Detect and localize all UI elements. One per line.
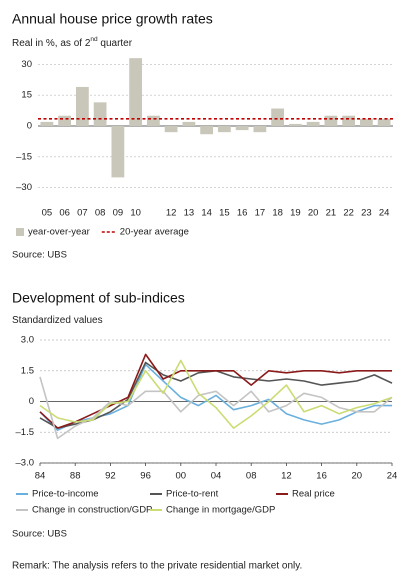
x-tick-label: 08: [95, 208, 106, 219]
legend-label: year-over-year: [28, 227, 90, 238]
x-tick-label: 16: [316, 471, 327, 482]
bar: [200, 126, 214, 135]
x-tick-label: 19: [290, 208, 301, 219]
chart-title: Annual house price growth rates: [12, 11, 213, 27]
subtitle-part: nd: [90, 36, 98, 43]
series-line: [39, 359, 393, 429]
source: Source: UBS: [12, 250, 67, 261]
x-tick-label: 13: [184, 208, 195, 219]
x-tick-label: 88: [70, 471, 81, 482]
x-tick-label: 20: [308, 208, 319, 219]
remark: Remark: The analysis refers to the priva…: [12, 561, 302, 572]
y-tick-label: –15: [16, 151, 32, 162]
x-tick-label: 15: [219, 208, 230, 219]
x-tick-label: 24: [379, 208, 390, 219]
y-tick-label: –1.5: [16, 427, 35, 438]
y-tick-label: 0: [27, 121, 32, 132]
x-tick-label: 14: [201, 208, 212, 219]
x-tick-label: 05: [42, 208, 53, 219]
x-tick-label: 04: [211, 471, 222, 482]
bar: [58, 115, 72, 126]
x-tick-label: 09: [113, 208, 124, 219]
bar: [306, 121, 320, 126]
bar: [129, 58, 143, 126]
x-tick-label: 16: [237, 208, 248, 219]
x-tick-label: 12: [166, 208, 177, 219]
bar: [40, 121, 54, 126]
source: Source: UBS: [12, 529, 67, 540]
subtitle-part: Standardized values: [12, 315, 103, 326]
bar: [182, 121, 196, 126]
legend-label: Price-to-income: [32, 489, 99, 500]
bar: [359, 118, 373, 126]
bar: [324, 115, 338, 126]
bar: [164, 126, 178, 133]
y-tick-label: 0: [29, 396, 34, 407]
legend-label: Price-to-rent: [166, 489, 219, 500]
series-line: [39, 376, 393, 440]
x-tick-label: 23: [361, 208, 372, 219]
bar: [75, 86, 89, 126]
y-tick-label: 30: [21, 59, 32, 70]
chart-title: Development of sub-indices: [12, 290, 185, 306]
legend-label: 20-year average: [120, 227, 189, 238]
x-tick-label: 00: [176, 471, 187, 482]
bar: [342, 115, 356, 126]
x-tick-label: 84: [35, 471, 46, 482]
bar: [146, 115, 160, 126]
bar: [253, 126, 267, 133]
x-tick-label: 10: [130, 208, 141, 219]
x-tick-label: 96: [140, 471, 151, 482]
bar: [271, 108, 285, 126]
legend-label: Change in mortgage/GDP: [166, 505, 275, 516]
legend-label: Change in construction/GDP: [32, 505, 152, 516]
subtitle-part: Real in %, as of 2: [12, 38, 91, 49]
bar: [111, 126, 125, 178]
x-tick-label: 08: [246, 471, 257, 482]
x-tick-label: 17: [255, 208, 266, 219]
x-tick-label: 22: [343, 208, 354, 219]
series-line: [39, 353, 392, 429]
bar: [288, 123, 302, 126]
x-tick-label: 07: [77, 208, 88, 219]
y-tick-label: 1.5: [21, 365, 34, 376]
x-tick-label: 06: [59, 208, 70, 219]
bar: [377, 118, 391, 126]
x-tick-label: 20: [352, 471, 363, 482]
y-tick-label: –3.0: [16, 458, 35, 469]
x-tick-label: 24: [387, 471, 398, 482]
x-tick-label: 18: [272, 208, 283, 219]
y-tick-label: 15: [21, 90, 32, 101]
chart-subtitle: Real in %, as of 2nd quarter: [12, 36, 133, 48]
subtitle-part: quarter: [98, 38, 133, 49]
bar: [235, 126, 249, 131]
bar: [93, 102, 107, 126]
x-tick-label: 92: [105, 471, 116, 482]
x-tick-label: 12: [281, 471, 292, 482]
chart-subtitle: Standardized values: [12, 315, 103, 326]
legend-swatch: [16, 228, 24, 236]
y-tick-label: 3.0: [21, 335, 34, 346]
bar: [217, 126, 231, 133]
x-tick-label: 21: [326, 208, 337, 219]
legend-label: Real price: [292, 489, 335, 500]
y-tick-label: –30: [16, 182, 32, 193]
